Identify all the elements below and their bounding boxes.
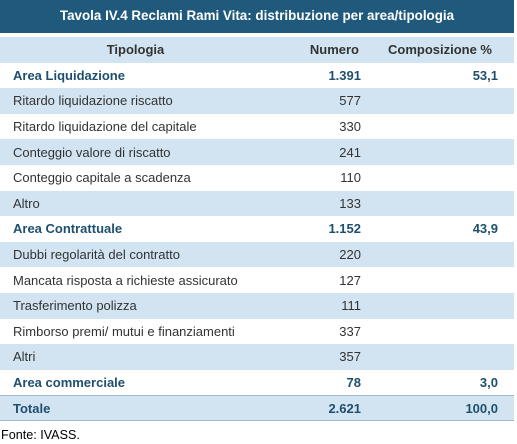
row-numero: 1.152	[328, 221, 361, 237]
table-row-area-commerciale: Area commerciale 78 3,0	[0, 369, 514, 396]
row-numero: 78	[346, 374, 361, 390]
row-label: Area commerciale	[13, 374, 126, 390]
table-row-area-liquidazione: Area Liquidazione 1.391 53,1	[0, 62, 514, 89]
table-row: Trasferimento polizza 111	[0, 292, 514, 319]
row-label: Ritardo liquidazione del capitale	[13, 119, 197, 135]
header-tipologia: Tipologia	[106, 42, 165, 58]
table-row: Altri 357	[0, 344, 514, 370]
table-row: Mancata risposta a richieste assicurato …	[0, 267, 514, 293]
row-composizione	[365, 267, 514, 293]
table-row-totale: Totale 2.621 100,0	[0, 395, 514, 421]
table-row: Conteggio capitale a scadenza 110	[0, 164, 514, 191]
row-composizione	[365, 165, 514, 191]
row-label: Conteggio capitale a scadenza	[13, 170, 191, 186]
table-row: Ritardo liquidazione riscatto 577	[0, 88, 514, 114]
table-row: Conteggio valore di riscatto 241	[0, 139, 514, 165]
row-label: Conteggio valore di riscatto	[13, 144, 171, 160]
row-composizione: 100,0	[465, 400, 498, 416]
row-label: Rimborso premi/ mutui e finanziamenti	[13, 323, 235, 339]
row-composizione	[365, 293, 514, 319]
table-title: Tavola IV.4 Reclami Rami Vita: distribuz…	[0, 0, 514, 33]
row-composizione	[365, 344, 514, 370]
row-composizione	[365, 242, 514, 268]
row-composizione: 53,1	[472, 67, 498, 83]
complaints-table: Tipologia Numero Composizione % Area Liq…	[0, 37, 514, 421]
row-numero: 127	[339, 272, 361, 288]
table-row: Ritardo liquidazione del capitale 330	[0, 113, 514, 140]
row-label: Dubbi regolarità del contratto	[13, 247, 180, 263]
row-numero: 337	[339, 323, 361, 339]
row-composizione	[365, 139, 514, 165]
row-composizione	[365, 114, 514, 140]
row-numero: 330	[339, 119, 361, 135]
row-numero: 110	[340, 170, 361, 186]
row-numero: 2.621	[328, 400, 361, 416]
source-note: Fonte: IVASS.	[1, 428, 80, 443]
table-row: Rimborso premi/ mutui e finanziamenti 33…	[0, 318, 514, 345]
row-numero: 1.391	[328, 67, 361, 83]
row-label: Ritardo liquidazione riscatto	[13, 93, 173, 109]
row-label: Area Contrattuale	[13, 221, 123, 237]
row-label: Area Liquidazione	[13, 67, 125, 83]
header-row: Tipologia Numero Composizione %	[0, 37, 514, 63]
row-label: Altri	[13, 349, 36, 365]
row-numero: 111	[341, 298, 361, 314]
row-label: Totale	[13, 400, 51, 416]
row-label: Trasferimento polizza	[13, 298, 137, 314]
row-label: Altro	[13, 195, 40, 211]
row-numero: 357	[339, 349, 361, 365]
row-composizione	[365, 88, 514, 114]
header-numero: Numero	[309, 42, 359, 58]
table-row: Altro 133	[0, 190, 514, 217]
row-composizione: 43,9	[472, 221, 498, 237]
header-composizione: Composizione %	[387, 42, 492, 58]
row-composizione: 3,0	[479, 374, 498, 390]
row-composizione	[365, 319, 514, 345]
table-row-area-contrattuale: Area Contrattuale 1.152 43,9	[0, 216, 514, 242]
row-label: Mancata risposta a richieste assicurato	[13, 272, 238, 288]
title-spacer	[0, 33, 514, 37]
row-numero: 577	[339, 93, 361, 109]
table-row: Dubbi regolarità del contratto 220	[0, 241, 514, 268]
row-numero: 241	[339, 144, 361, 160]
row-numero: 220	[339, 247, 361, 263]
row-numero: 133	[339, 195, 361, 211]
row-composizione	[365, 191, 514, 217]
